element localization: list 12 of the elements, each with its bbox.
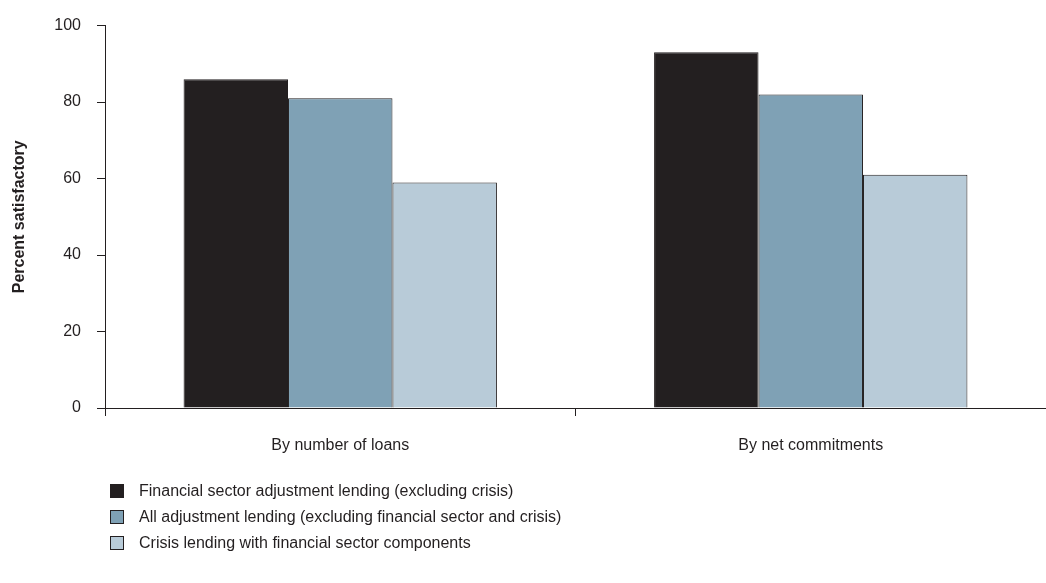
y-tick-label: 40 xyxy=(63,245,82,263)
legend-label: All adjustment lending (excluding financial sector and crisis) xyxy=(139,507,562,527)
y-axis-title: Percent satisfactory xyxy=(10,140,28,294)
legend-label: Financial sector adjustment lending (excluding crisis) xyxy=(139,481,514,501)
y-tick-label: 0 xyxy=(72,398,82,416)
x-tick-label: By net commitments xyxy=(738,436,884,454)
y-tick-label: 20 xyxy=(63,321,82,339)
y-tick-label: 60 xyxy=(63,168,82,186)
y-tick-label: 80 xyxy=(63,92,82,110)
legend-label: Crisis lending with financial sector components xyxy=(139,533,471,553)
x-tick-label: By number of loans xyxy=(271,436,410,454)
y-tick-label: 100 xyxy=(54,16,82,34)
